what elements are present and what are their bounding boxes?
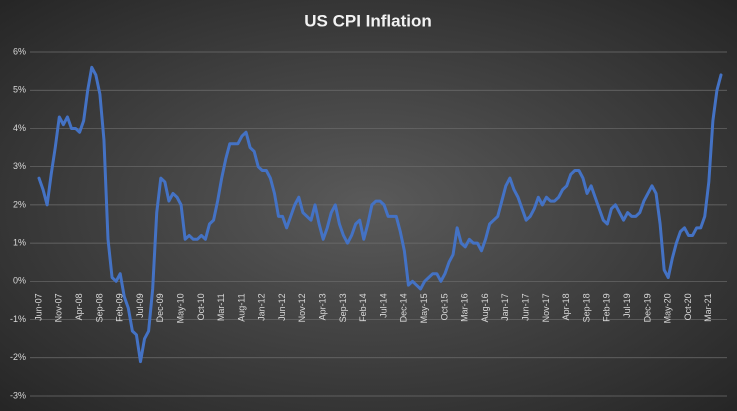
- x-tick-label: Nov-17: [541, 293, 551, 322]
- x-tick-label: Dec-19: [642, 293, 652, 322]
- x-tick-label: Apr-13: [318, 293, 328, 320]
- y-tick-label: -2%: [10, 352, 26, 362]
- chart-title: US CPI Inflation: [304, 11, 432, 30]
- y-tick-label: 2%: [13, 199, 26, 209]
- y-tick-label: 4%: [13, 123, 26, 133]
- x-tick-label: Oct-10: [196, 293, 206, 320]
- y-tick-label: -3%: [10, 390, 26, 400]
- x-tick-label: Sep-13: [338, 293, 348, 322]
- y-tick-label: 6%: [13, 46, 26, 56]
- x-tick-label: Nov-07: [54, 293, 64, 322]
- x-tick-label: Feb-09: [115, 293, 125, 322]
- x-tick-label: May-20: [663, 293, 673, 323]
- x-tick-label: May-15: [419, 293, 429, 323]
- y-tick-label: 1%: [13, 237, 26, 247]
- x-tick-label: Jan-12: [257, 293, 267, 321]
- x-tick-label: Oct-15: [439, 293, 449, 320]
- y-tick-label: 0%: [13, 276, 26, 286]
- x-tick-label: Nov-12: [297, 293, 307, 322]
- x-tick-label: Apr-08: [74, 293, 84, 320]
- x-tick-label: Apr-18: [561, 293, 571, 320]
- y-tick-label: -1%: [10, 314, 26, 324]
- data-line: [37, 65, 723, 364]
- x-tick-label: Feb-19: [602, 293, 612, 322]
- x-tick-label: Jun-17: [521, 293, 531, 321]
- y-tick-label: 5%: [13, 85, 26, 95]
- x-tick-label: May-10: [175, 293, 185, 323]
- x-tick-label: Mar-16: [460, 293, 470, 322]
- x-tick-label: Jul-19: [622, 293, 632, 318]
- x-tick-label: Dec-14: [399, 293, 409, 322]
- x-tick-label: Sep-18: [581, 293, 591, 322]
- x-tick-label: Mar-21: [703, 293, 713, 322]
- x-tick-label: Aug-16: [480, 293, 490, 322]
- x-tick-label: Feb-14: [358, 293, 368, 322]
- x-tick-label: Jul-14: [378, 293, 388, 318]
- x-tick-label: Jun-07: [33, 293, 43, 321]
- x-tick-label: Jul-09: [135, 293, 145, 318]
- x-tick-label: Dec-09: [155, 293, 165, 322]
- x-tick-label: Aug-11: [236, 293, 246, 321]
- x-tick-label: Sep-08: [94, 293, 104, 322]
- x-tick-label: Mar-11: [216, 293, 226, 321]
- x-tick-label: Jun-12: [277, 293, 287, 321]
- x-tick-label: Oct-20: [683, 293, 693, 320]
- x-tick-label: Jan-17: [500, 293, 510, 321]
- y-tick-label: 3%: [13, 161, 26, 171]
